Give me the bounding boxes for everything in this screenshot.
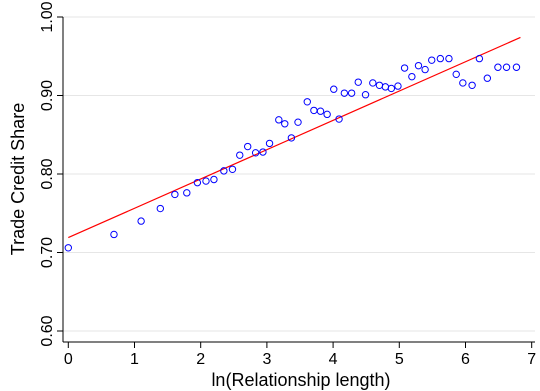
data-point <box>428 56 436 64</box>
data-point <box>483 74 492 82</box>
y-tick-label: 1.00 <box>39 1 56 32</box>
data-point <box>335 115 343 123</box>
data-point <box>361 91 370 99</box>
data-point <box>468 81 476 89</box>
data-point <box>183 189 191 197</box>
data-point <box>347 89 356 97</box>
plot-area <box>63 17 535 342</box>
data-point <box>369 79 377 87</box>
data-point <box>445 54 453 63</box>
data-point <box>408 72 416 81</box>
data-point <box>340 89 349 97</box>
x-tick-label: 2 <box>196 351 205 368</box>
x-tick-label: 3 <box>262 351 271 368</box>
x-tick-label: 7 <box>527 351 536 368</box>
data-point <box>387 84 396 93</box>
data-point <box>171 190 179 199</box>
y-tick-label: 0.60 <box>39 315 56 346</box>
data-point <box>281 120 289 128</box>
x-axis-ticks: 0 1 2 3 4 5 6 7 <box>64 342 536 368</box>
data-point <box>459 79 467 87</box>
data-point <box>436 54 445 63</box>
x-tick-label: 6 <box>461 351 470 368</box>
gridlines <box>63 16 535 332</box>
y-tick-label: 0.80 <box>39 158 56 189</box>
y-tick-label: 0.70 <box>39 237 56 268</box>
x-tick-label: 0 <box>64 351 73 368</box>
data-point <box>228 165 237 173</box>
data-point <box>494 63 502 71</box>
data-point <box>202 177 210 185</box>
data-point <box>236 151 244 159</box>
data-point <box>323 110 331 119</box>
data-point <box>316 107 325 115</box>
x-tick-label: 5 <box>395 351 404 368</box>
data-point <box>265 139 274 148</box>
data-point <box>512 63 521 71</box>
data-points <box>64 54 521 252</box>
data-point <box>243 142 252 151</box>
data-point <box>330 85 338 93</box>
data-point <box>137 217 145 225</box>
data-point <box>394 82 402 90</box>
data-point <box>251 149 260 157</box>
data-point <box>210 175 218 184</box>
data-point <box>193 178 202 187</box>
data-point <box>287 134 296 142</box>
data-point <box>110 230 118 239</box>
data-point <box>64 244 72 252</box>
x-tick-label: 4 <box>329 351 338 368</box>
data-point <box>156 204 165 213</box>
data-point <box>452 70 460 79</box>
data-point <box>275 116 283 124</box>
data-point <box>303 98 311 106</box>
data-point <box>354 78 362 86</box>
y-tick-label: 0.90 <box>39 80 56 111</box>
data-point <box>502 63 511 71</box>
y-axis-ticks: 0.60 0.70 0.80 0.90 1.00 <box>39 1 63 347</box>
data-point <box>475 54 484 63</box>
x-tick-label: 1 <box>130 351 139 368</box>
data-point <box>421 65 429 74</box>
data-point <box>259 148 267 156</box>
data-point <box>414 61 423 70</box>
data-point <box>400 64 409 72</box>
y-axis-title: Trade Credit Share <box>8 103 28 255</box>
data-point <box>220 167 228 175</box>
x-axis-title: ln(Relationship length) <box>211 370 390 390</box>
data-point <box>294 118 302 126</box>
